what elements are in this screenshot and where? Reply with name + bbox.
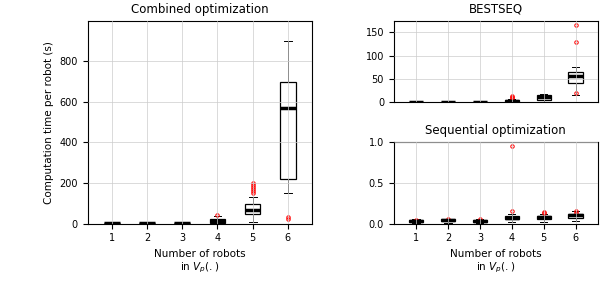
- X-axis label: Number of robots
in $V_p(.)$: Number of robots in $V_p(.)$: [154, 249, 246, 275]
- PathPatch shape: [441, 219, 455, 221]
- PathPatch shape: [210, 219, 225, 223]
- PathPatch shape: [568, 214, 583, 218]
- Title: Sequential optimization: Sequential optimization: [425, 124, 566, 137]
- PathPatch shape: [536, 95, 551, 100]
- PathPatch shape: [473, 220, 487, 222]
- PathPatch shape: [245, 204, 260, 214]
- PathPatch shape: [536, 216, 551, 219]
- PathPatch shape: [409, 220, 423, 222]
- Title: BESTSEQ: BESTSEQ: [469, 2, 523, 15]
- PathPatch shape: [504, 216, 519, 219]
- PathPatch shape: [504, 100, 519, 102]
- PathPatch shape: [280, 82, 295, 179]
- PathPatch shape: [568, 72, 583, 83]
- X-axis label: Number of robots
in $V_p(.)$: Number of robots in $V_p(.)$: [450, 249, 542, 275]
- Y-axis label: Computation time per robot (s): Computation time per robot (s): [44, 41, 54, 204]
- Title: Combined optimization: Combined optimization: [131, 2, 269, 15]
